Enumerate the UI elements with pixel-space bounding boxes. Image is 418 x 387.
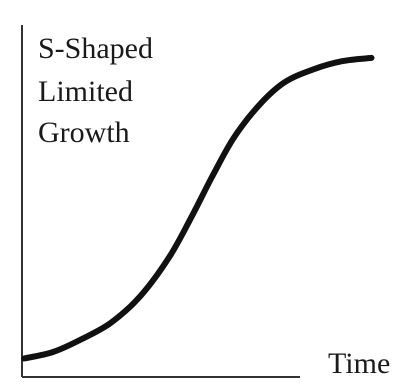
- growth-curve-line: [21, 54, 375, 362]
- title-line-2: Limited: [38, 75, 133, 108]
- title-line-3: Growth: [38, 116, 130, 149]
- chart-title: S-Shaped Limited Growth: [38, 32, 153, 149]
- series-layer: [21, 54, 375, 362]
- x-axis-label: Time: [328, 347, 390, 380]
- title-line-1: S-Shaped: [38, 32, 153, 65]
